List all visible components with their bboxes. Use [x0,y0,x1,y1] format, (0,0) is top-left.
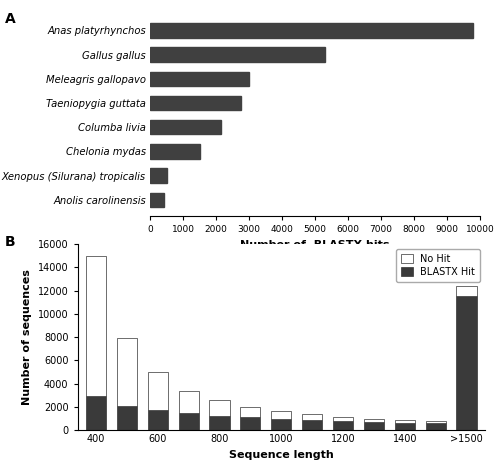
Bar [364,419,384,422]
Bar [302,420,322,430]
Bar [148,411,168,430]
Bar [456,286,476,297]
Bar [364,422,384,430]
Bar [210,400,230,416]
Bar [456,297,476,430]
Bar [271,419,291,430]
Bar [150,144,200,159]
Bar [86,256,106,396]
X-axis label: Number of  BLASTX hits: Number of BLASTX hits [240,240,390,250]
Bar [150,47,325,62]
Bar [150,72,249,86]
Bar [240,407,260,418]
Bar [178,413,199,430]
Bar [302,414,322,420]
Bar [426,421,446,423]
Text: A: A [5,12,16,26]
Bar [117,339,137,405]
Bar [333,417,353,421]
Bar [117,405,137,430]
Bar [150,120,221,134]
Bar [86,396,106,430]
Bar [271,411,291,419]
X-axis label: Sequence length: Sequence length [229,450,334,460]
Legend: No Hit, BLASTX Hit: No Hit, BLASTX Hit [396,249,480,282]
Bar [210,416,230,430]
Bar [394,420,415,423]
Bar [240,418,260,430]
Bar [333,421,353,430]
Bar [150,168,166,183]
Bar [150,193,164,207]
Bar [150,96,241,110]
Bar [426,423,446,430]
Text: B: B [5,235,15,249]
Bar [394,423,415,430]
Bar [178,391,199,413]
Bar [150,23,474,38]
Y-axis label: Number of sequences: Number of sequences [22,269,32,405]
Bar [148,372,168,411]
